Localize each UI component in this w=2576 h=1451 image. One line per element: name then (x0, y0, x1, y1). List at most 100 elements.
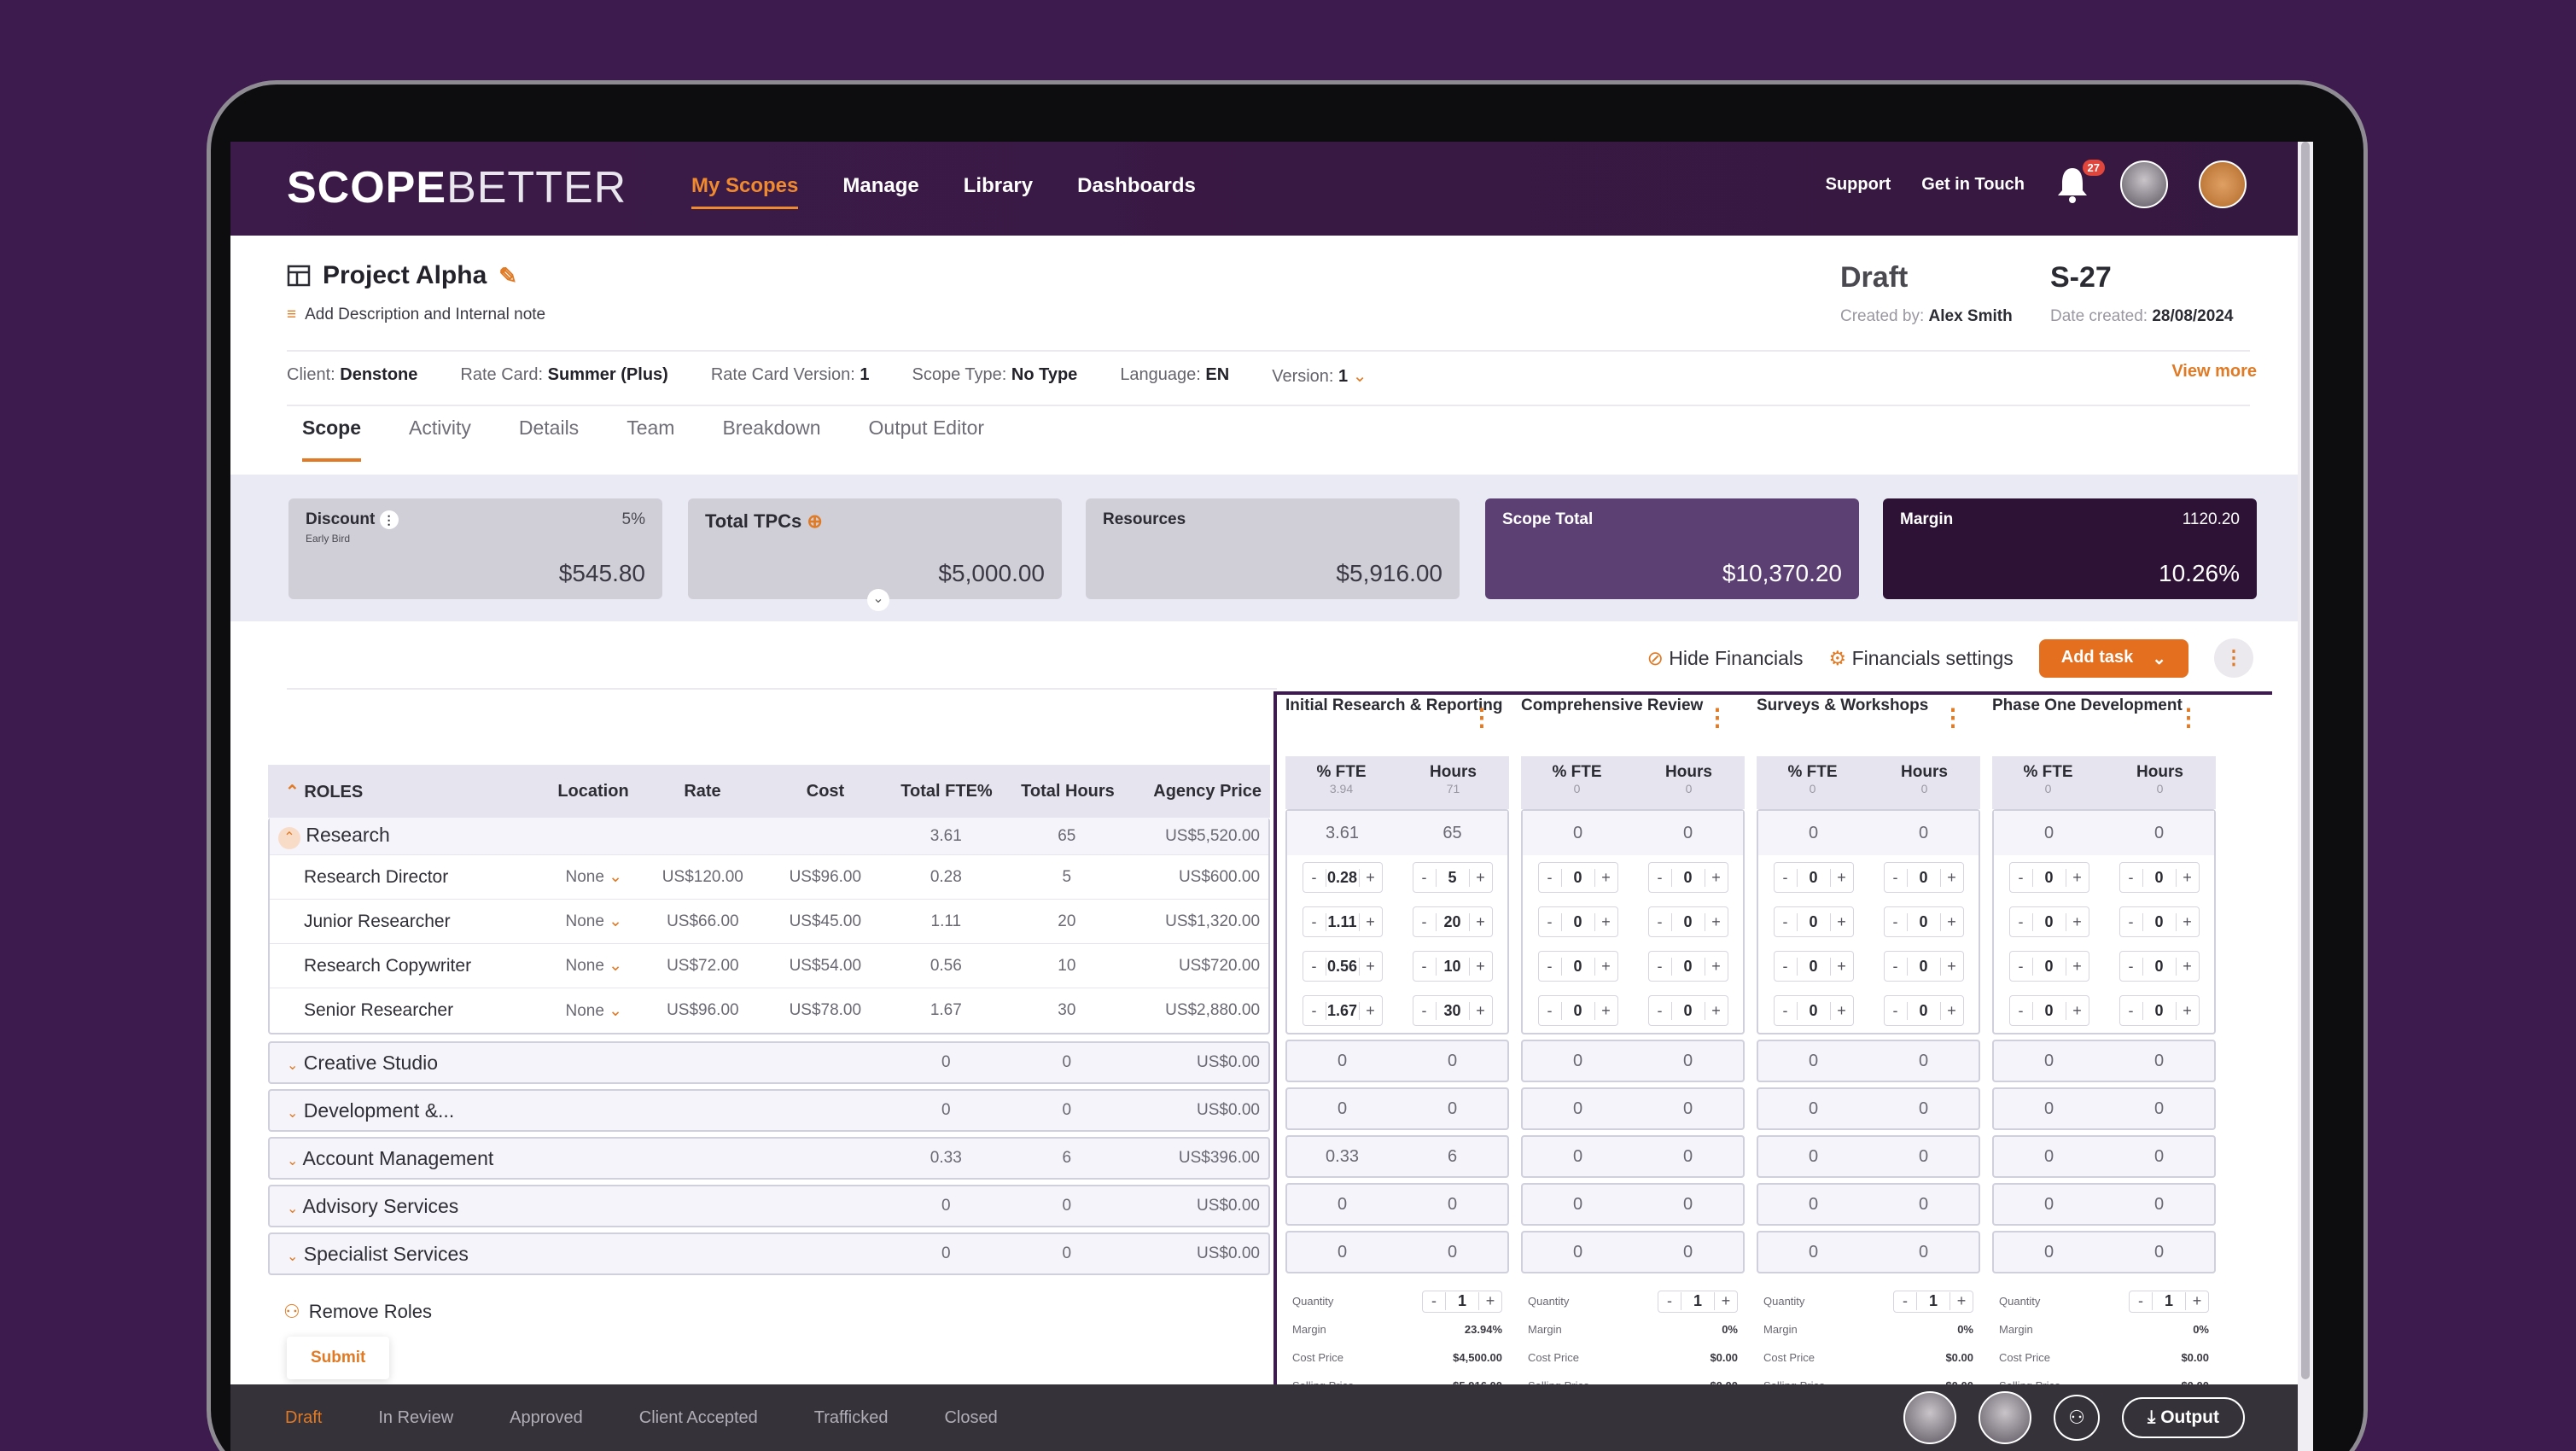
nav-dashboards[interactable]: Dashboards (1077, 174, 1196, 197)
group-specialist-services[interactable]: ⌄ Specialist Services 0 0 US$0.00 (268, 1232, 1270, 1275)
phase-menu-icon[interactable]: ⋮ (2177, 704, 2200, 731)
hours-stepper[interactable]: -0 + (2118, 951, 2200, 982)
page-scrollbar[interactable] (2298, 142, 2313, 1451)
hours-stepper[interactable]: -0 + (1883, 951, 1964, 982)
fte-stepper[interactable]: -0 + (2008, 906, 2089, 937)
group-account-management[interactable]: ⌄ Account Management 0.33 6 US$396.00 (268, 1137, 1270, 1180)
total-tpcs-card[interactable]: Total TPCs ⊕ $5,000.00 ⌄ (688, 498, 1062, 611)
roles-table-header: ⌃ ROLES Location Rate Cost Total FTE% To… (268, 765, 1270, 818)
hours-stepper[interactable]: -0 + (1883, 995, 1964, 1026)
remove-roles-button[interactable]: ⚇ Remove Roles (283, 1301, 433, 1322)
phase-role-row: -0 + -0 + (1994, 855, 2214, 900)
fte-stepper[interactable]: -0 + (1537, 951, 1618, 982)
hours-stepper[interactable]: -0 + (1647, 906, 1728, 937)
fte-stepper[interactable]: -0.28 + (1302, 862, 1383, 893)
hours-stepper[interactable]: -0 + (2118, 906, 2200, 937)
submit-button[interactable]: Submit (287, 1337, 390, 1379)
edit-pencil-icon[interactable]: ✎ (498, 262, 518, 288)
get-in-touch-link[interactable]: Get in Touch (1921, 174, 2025, 194)
date-created: Date created: 28/08/2024 (2050, 307, 2234, 325)
step-closed[interactable]: Closed (944, 1407, 998, 1427)
hours-stepper[interactable]: -0 + (1883, 862, 1964, 893)
quantity-stepper[interactable]: -1 + (2129, 1290, 2209, 1313)
hide-financials-button[interactable]: ⊘ Hide Financials (1646, 646, 1804, 669)
location-dropdown[interactable]: None ⌄ (565, 957, 623, 975)
fte-stepper[interactable]: -0 + (1537, 995, 1618, 1026)
tab-output-editor[interactable]: Output Editor (868, 417, 985, 439)
output-button[interactable]: ⤓ Output (2122, 1397, 2245, 1438)
fte-stepper[interactable]: -0 + (1537, 862, 1618, 893)
tab-team[interactable]: Team (627, 417, 675, 439)
fte-stepper[interactable]: -1.67 + (1302, 995, 1383, 1026)
add-user-button[interactable]: ⚇ (2054, 1395, 2101, 1441)
location-dropdown[interactable]: None ⌄ (565, 1001, 623, 1020)
more-options-button[interactable]: ⋮ (2214, 638, 2253, 678)
fte-stepper[interactable]: -0 + (1537, 906, 1618, 937)
step-approved[interactable]: Approved (510, 1407, 583, 1427)
hours-stepper[interactable]: -30 + (1412, 995, 1493, 1026)
hours-stepper[interactable]: -0 + (1647, 951, 1728, 982)
version-dropdown[interactable]: Version: 1 ⌄ (1272, 367, 1367, 386)
hours-stepper[interactable]: -0 + (1647, 862, 1728, 893)
collaborator-avatar[interactable] (1903, 1391, 1957, 1444)
tab-activity[interactable]: Activity (409, 417, 471, 439)
group-creative-studio[interactable]: ⌄ Creative Studio 0 0 US$0.00 (268, 1041, 1270, 1084)
research-group-row[interactable]: ⌃ Research 3.61 65 US$5,520.00 (270, 818, 1268, 855)
location-dropdown[interactable]: None ⌄ (565, 912, 623, 930)
tab-breakdown[interactable]: Breakdown (722, 417, 821, 439)
tab-scope[interactable]: Scope (302, 417, 362, 462)
fte-stepper[interactable]: -0 + (1773, 951, 1854, 982)
nav-my-scopes[interactable]: My Scopes (691, 174, 799, 209)
financials-settings-button[interactable]: ⚙ Financials settings (1828, 646, 2014, 669)
step-draft[interactable]: Draft (285, 1407, 323, 1427)
hours-stepper[interactable]: -20 + (1412, 906, 1493, 937)
fte-stepper[interactable]: -0 + (1773, 862, 1854, 893)
add-description-label: Add Description and Internal note (305, 306, 546, 323)
company-avatar[interactable] (2199, 160, 2247, 208)
add-description-link[interactable]: ≡ Add Description and Internal note (287, 306, 2250, 324)
quantity-stepper[interactable]: -1 + (1422, 1290, 1502, 1313)
quantity-stepper[interactable]: -1 + (1658, 1290, 1738, 1313)
support-link[interactable]: Support (1825, 174, 1891, 194)
nav-manage[interactable]: Manage (842, 174, 919, 197)
scrollbar-thumb[interactable] (2301, 142, 2310, 1379)
phases-panel (1273, 691, 2272, 1451)
info-icon[interactable]: ⋮ (379, 510, 399, 529)
add-icon[interactable]: ⊕ (807, 510, 823, 532)
fte-stepper[interactable]: -0.56 + (1302, 951, 1383, 982)
collaborator-avatar[interactable] (1979, 1391, 2032, 1444)
fte-stepper[interactable]: -0 + (1773, 906, 1854, 937)
fte-stepper[interactable]: -0 + (2008, 951, 2089, 982)
group-advisory-services[interactable]: ⌄ Advisory Services 0 0 US$0.00 (268, 1185, 1270, 1227)
step-in-review[interactable]: In Review (378, 1407, 454, 1427)
phase-menu-icon[interactable]: ⋮ (1941, 704, 1965, 731)
hours-stepper[interactable]: -0 + (1883, 906, 1964, 937)
app-logo[interactable]: SCOPEBETTER (287, 163, 627, 213)
hours-stepper[interactable]: -0 + (1647, 995, 1728, 1026)
group-development[interactable]: ⌄ Development &... 0 0 US$0.00 (268, 1089, 1270, 1132)
quantity-stepper[interactable]: -1 + (1893, 1290, 1973, 1313)
user-avatar[interactable] (2120, 160, 2168, 208)
location-dropdown[interactable]: None ⌄ (565, 868, 623, 886)
fte-stepper[interactable]: -0 + (2008, 995, 2089, 1026)
hours-stepper[interactable]: -5 + (1412, 862, 1493, 893)
phase-menu-icon[interactable]: ⋮ (1705, 704, 1729, 731)
expand-chevron-icon[interactable]: ⌄ (867, 589, 889, 611)
view-more-link[interactable]: View more (2171, 362, 2257, 381)
notifications-button[interactable]: 27 (2055, 160, 2105, 204)
hours-stepper[interactable]: -0 + (2118, 862, 2200, 893)
step-trafficked[interactable]: Trafficked (813, 1407, 889, 1427)
add-task-button[interactable]: Add task ⌄ (2038, 638, 2188, 678)
nav-library[interactable]: Library (963, 174, 1034, 197)
hours-stepper[interactable]: -0 + (2118, 995, 2200, 1026)
phase-menu-icon[interactable]: ⋮ (1470, 704, 1494, 731)
hours-stepper[interactable]: -10 + (1412, 951, 1493, 982)
step-client-accepted[interactable]: Client Accepted (638, 1407, 758, 1427)
discount-card[interactable]: Discount ⋮ Early Bird 5% $545.80 (288, 498, 662, 599)
fte-stepper[interactable]: -1.11 + (1302, 906, 1383, 937)
fte-stepper[interactable]: -0 + (1773, 995, 1854, 1026)
fte-stepper[interactable]: -0 + (2008, 862, 2089, 893)
tab-details[interactable]: Details (518, 417, 580, 439)
